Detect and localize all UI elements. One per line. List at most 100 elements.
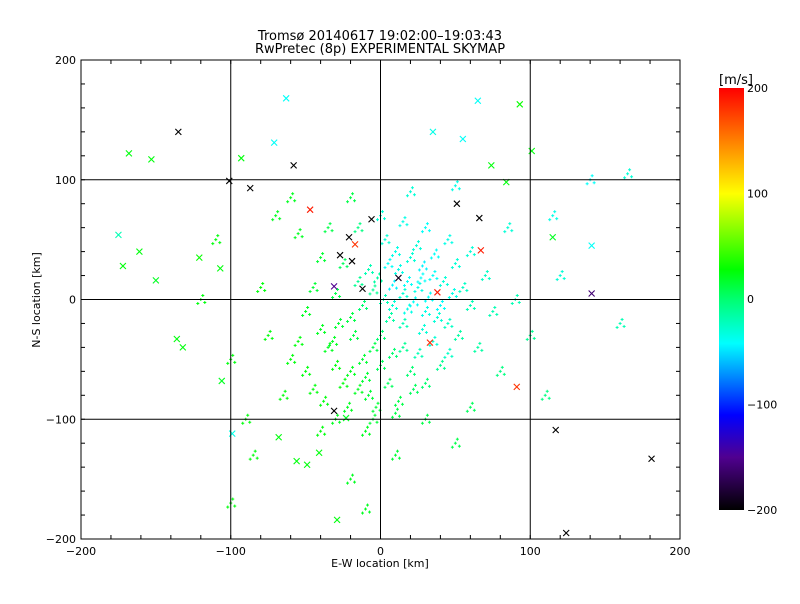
dot-marker bbox=[402, 303, 413, 315]
dot-marker bbox=[398, 317, 409, 329]
x-marker bbox=[228, 430, 236, 438]
dot-marker bbox=[278, 389, 289, 401]
x-marker bbox=[330, 282, 338, 290]
dot-marker bbox=[398, 216, 409, 228]
dot-marker bbox=[450, 180, 461, 192]
x-marker bbox=[477, 247, 485, 254]
dot-marker bbox=[361, 425, 372, 437]
dot-marker bbox=[373, 272, 384, 284]
x-marker bbox=[293, 457, 301, 465]
x-marker-stroke bbox=[306, 206, 314, 214]
x-marker-stroke bbox=[426, 339, 434, 346]
x-marker-stroke bbox=[434, 288, 441, 296]
dot-marker bbox=[458, 282, 469, 294]
dot-marker bbox=[488, 305, 499, 317]
dot-marker bbox=[361, 371, 372, 383]
dot-marker bbox=[384, 311, 395, 323]
dot-marker bbox=[450, 258, 461, 270]
dot-marker bbox=[353, 222, 364, 234]
dot-marker bbox=[323, 341, 334, 353]
dot-marker bbox=[435, 359, 446, 371]
scatter-points bbox=[115, 94, 655, 537]
x-marker-stroke bbox=[588, 290, 596, 297]
dot-marker bbox=[465, 401, 476, 413]
dot-marker bbox=[413, 347, 424, 359]
dot-marker bbox=[416, 272, 427, 284]
dot-marker bbox=[358, 299, 369, 311]
x-tick-label: 200 bbox=[670, 545, 691, 558]
dot-marker bbox=[308, 282, 319, 294]
x-marker-stroke bbox=[237, 154, 245, 162]
dot-marker bbox=[334, 317, 345, 329]
x-marker bbox=[426, 339, 434, 346]
y-tick-label: −100 bbox=[46, 413, 76, 426]
x-marker bbox=[152, 276, 160, 284]
dot-marker bbox=[408, 296, 419, 308]
dot-marker bbox=[540, 389, 551, 401]
dot-marker bbox=[346, 311, 357, 323]
x-marker-stroke bbox=[333, 516, 341, 524]
x-marker bbox=[348, 257, 356, 265]
dot-marker bbox=[380, 234, 391, 246]
dot-marker bbox=[346, 473, 357, 485]
x-marker-stroke bbox=[218, 377, 226, 385]
dot-marker bbox=[420, 377, 431, 389]
x-marker-stroke bbox=[173, 335, 181, 343]
x-marker bbox=[270, 139, 278, 147]
dot-marker bbox=[364, 264, 375, 276]
x-marker-stroke bbox=[368, 215, 375, 223]
x-marker-stroke bbox=[147, 156, 155, 163]
dot-marker bbox=[343, 401, 354, 413]
x-marker-stroke bbox=[293, 457, 301, 465]
x-marker-stroke bbox=[152, 276, 160, 284]
x-marker-stroke bbox=[516, 100, 524, 108]
x-marker-stroke bbox=[136, 248, 143, 255]
x-marker bbox=[119, 262, 127, 270]
x-marker bbox=[359, 285, 366, 293]
x-marker bbox=[315, 449, 323, 457]
dot-marker bbox=[548, 210, 559, 222]
x-marker bbox=[453, 200, 461, 208]
x-marker-stroke bbox=[336, 251, 344, 259]
x-marker-stroke bbox=[345, 233, 353, 241]
dot-marker bbox=[443, 347, 454, 359]
dot-marker bbox=[387, 299, 398, 311]
x-marker bbox=[174, 128, 182, 136]
dot-marker bbox=[405, 186, 416, 198]
x-marker-stroke bbox=[351, 241, 359, 248]
colorbar-ticks: 200 100 0 −100 −200 bbox=[747, 82, 777, 517]
x-tick-label: 100 bbox=[520, 545, 541, 558]
x-marker-stroke bbox=[195, 254, 203, 261]
colorbar-tick-label: 200 bbox=[747, 82, 768, 95]
x-marker-stroke bbox=[477, 247, 485, 254]
dot-marker bbox=[358, 353, 369, 365]
x-marker-stroke bbox=[225, 177, 233, 185]
x-marker-stroke bbox=[275, 433, 283, 441]
dot-marker bbox=[411, 240, 422, 252]
x-marker bbox=[429, 128, 437, 136]
y-tick-label: 200 bbox=[55, 54, 76, 67]
x-marker bbox=[306, 206, 314, 214]
x-marker-stroke bbox=[513, 383, 521, 391]
y-axis: −200 −100 0 100 200 bbox=[46, 54, 680, 546]
x-marker-stroke bbox=[330, 282, 338, 290]
x-marker-stroke bbox=[648, 455, 655, 463]
x-marker-stroke bbox=[342, 414, 350, 422]
x-marker-stroke bbox=[179, 344, 187, 351]
x-tick-label: −200 bbox=[66, 545, 96, 558]
colorbar bbox=[719, 88, 744, 510]
dot-marker bbox=[393, 264, 404, 276]
dot-marker bbox=[248, 449, 259, 461]
x-marker-stroke bbox=[562, 529, 570, 537]
y-tick-label: 0 bbox=[69, 294, 76, 307]
dot-marker bbox=[383, 377, 394, 389]
x-marker bbox=[218, 377, 226, 385]
x-marker bbox=[395, 274, 402, 282]
dot-marker bbox=[438, 276, 449, 288]
x-marker-stroke bbox=[395, 274, 402, 282]
x-marker bbox=[528, 147, 536, 155]
chart-subtitle: RwPretec (8p) EXPERIMENTAL SKYMAP bbox=[255, 42, 505, 57]
dot-marker bbox=[495, 365, 506, 377]
x-marker-stroke bbox=[228, 430, 236, 438]
colorbar-tick-label: 100 bbox=[747, 188, 768, 201]
